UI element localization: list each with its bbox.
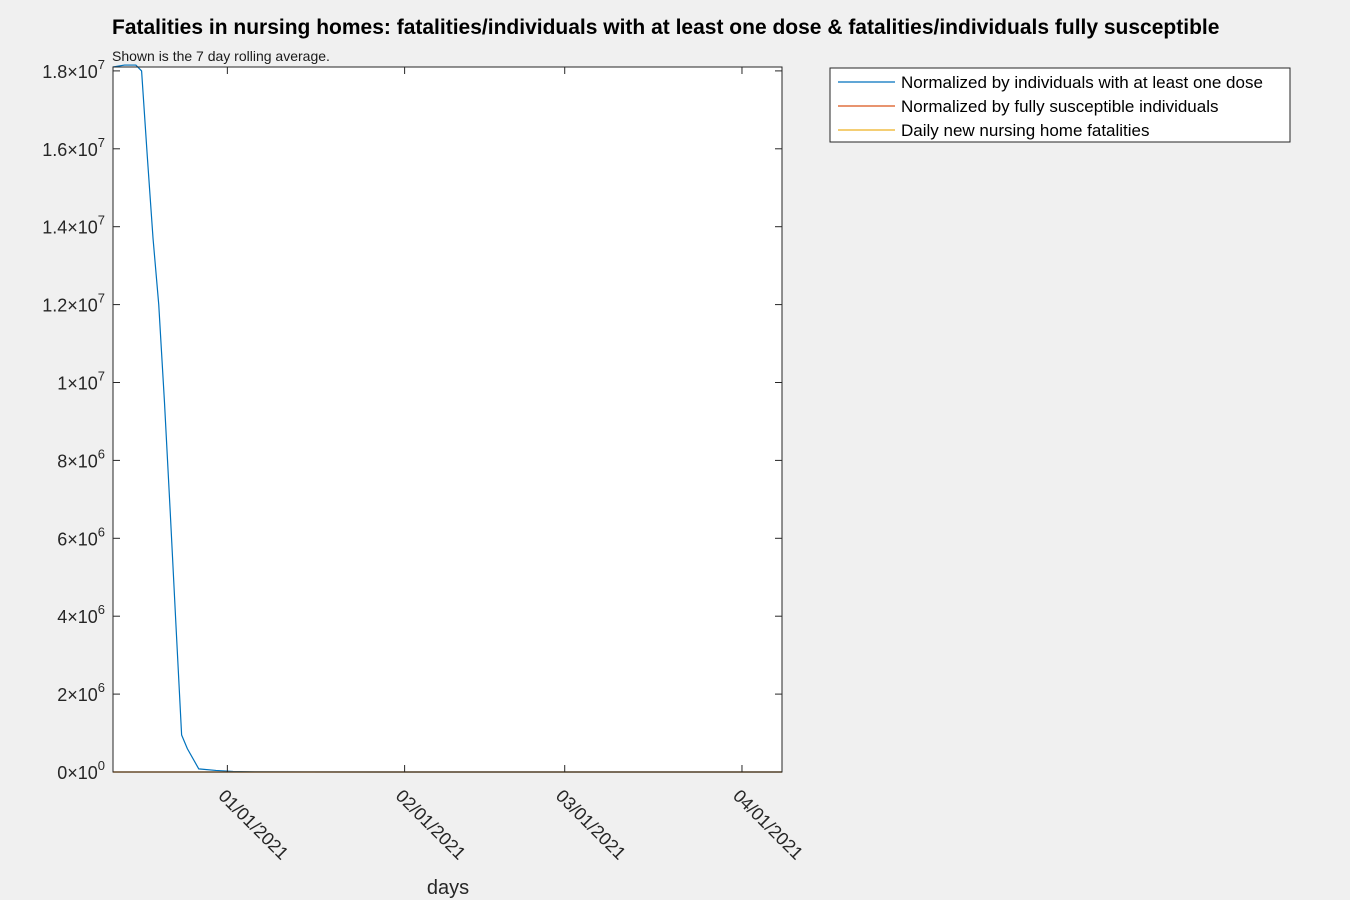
y-tick-label: 8×106 <box>57 446 105 471</box>
legend-item-2: Normalized by fully susceptible individu… <box>838 97 1218 116</box>
x-tick-label: 02/01/2021 <box>392 786 470 864</box>
y-tick-label: 1.4×107 <box>42 213 105 238</box>
x-axis-label: days <box>427 877 469 899</box>
y-axis: 0×100 2×106 4×106 6×106 8×106 1×107 1.2×107 1.4… <box>42 57 782 783</box>
y-tick-label: 1×107 <box>57 368 105 393</box>
x-tick-label: 03/01/2021 <box>552 786 630 864</box>
plot-area <box>113 67 782 772</box>
y-tick-label: 6×106 <box>57 524 105 549</box>
x-tick-label: 04/01/2021 <box>729 786 807 864</box>
legend-item-3: Daily new nursing home fatalities <box>838 121 1150 140</box>
y-tick-label: 4×106 <box>57 602 105 627</box>
legend-label: Daily new nursing home fatalities <box>901 121 1150 140</box>
legend-label: Normalized by fully susceptible individu… <box>901 97 1218 116</box>
chart-title: Fatalities in nursing homes: fatalities/… <box>112 16 1219 39</box>
y-tick-label: 0×100 <box>57 758 105 783</box>
axes-box <box>112 66 783 773</box>
y-tick-label: 1.8×107 <box>42 57 105 82</box>
legend-item-1: Normalized by individuals with at least … <box>838 73 1263 92</box>
y-tick-label: 1.6×107 <box>42 135 105 160</box>
y-tick-label: 1.2×107 <box>42 291 105 316</box>
x-tick-label: 01/01/2021 <box>215 786 293 864</box>
legend-label: Normalized by individuals with at least … <box>901 73 1263 92</box>
legend-box <box>829 67 1291 143</box>
chart-subtitle: Shown is the 7 day rolling average. <box>112 48 330 64</box>
legend: Normalized by individuals with at least … <box>829 67 1291 143</box>
y-tick-label: 2×106 <box>57 680 105 705</box>
